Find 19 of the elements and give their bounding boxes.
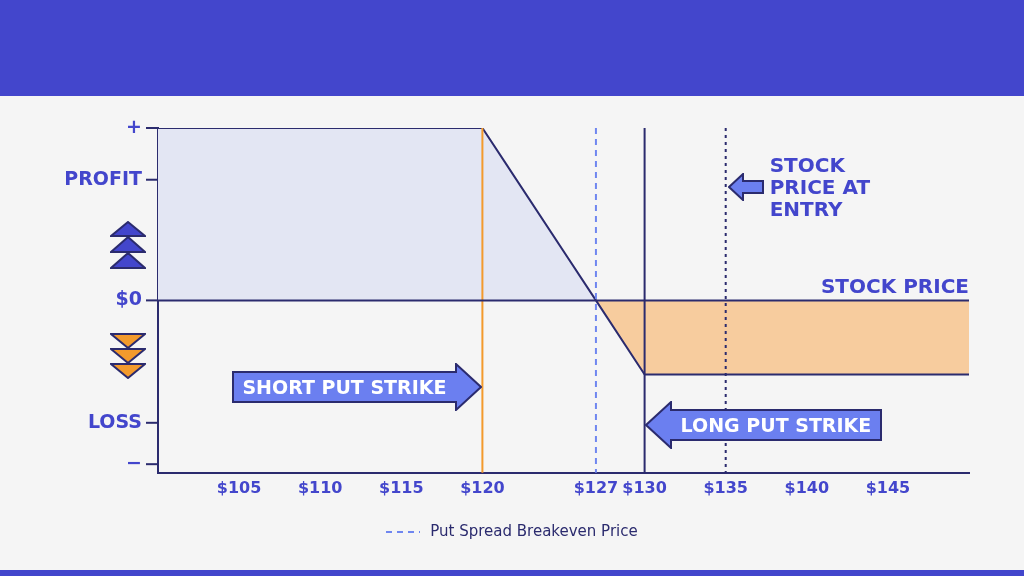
annotation: LONG PUT STRIKE bbox=[680, 412, 872, 437]
text: $0 bbox=[115, 287, 142, 310]
text: PROFIT bbox=[64, 166, 143, 189]
x-tick-label: $145 bbox=[865, 477, 911, 497]
text: LOSS bbox=[87, 409, 142, 432]
annotation: STOCK PRICE AT ENTRY bbox=[769, 152, 872, 221]
x-tick-label: $130 bbox=[622, 477, 667, 497]
ref-line-label: STOCK PRICE bbox=[820, 273, 969, 298]
x-tick-label: $110 bbox=[297, 477, 343, 497]
annotation: SHORT PUT STRIKE bbox=[242, 374, 447, 399]
text: − bbox=[126, 451, 142, 474]
x-tick-label: $120 bbox=[460, 477, 505, 497]
legend-label: Put Spread Breakeven Price bbox=[430, 522, 638, 540]
x-tick-label: $140 bbox=[784, 477, 830, 497]
x-tick-label: $115 bbox=[379, 477, 424, 497]
x-tick-label: $135 bbox=[703, 477, 748, 497]
x-tick-label: $105 bbox=[216, 477, 262, 497]
x-tick-label: $127 bbox=[573, 477, 619, 497]
text: + bbox=[126, 114, 142, 137]
